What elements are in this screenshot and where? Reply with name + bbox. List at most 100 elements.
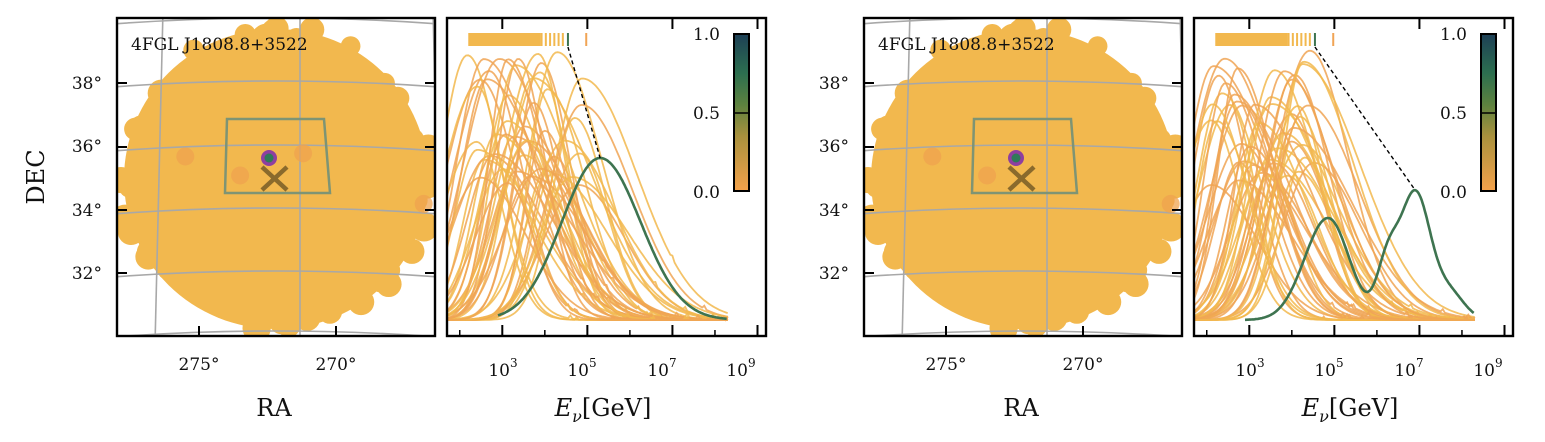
candidate-curve <box>1194 103 1475 321</box>
x-axis-ticks <box>198 326 337 336</box>
energy-panel-2: 103 105 107 109 Eν[GeV] 1.0 0.5 0.0 <box>1192 16 1515 426</box>
y-tick-label-32: 32° <box>72 264 102 284</box>
x-axis-label: RA <box>256 394 292 422</box>
rug-tick <box>1287 33 1290 46</box>
x-axis-ticks <box>1206 18 1506 336</box>
candidate-curve <box>447 170 728 321</box>
cloud-point <box>951 45 972 67</box>
rug-strip <box>468 33 588 46</box>
candidate-curve <box>447 77 729 321</box>
rug-tick <box>553 33 556 46</box>
dec-gridline <box>864 144 1182 152</box>
dec-gridline <box>117 144 435 152</box>
candidate-curve <box>447 64 728 321</box>
cloud-point <box>117 218 145 246</box>
best-match-curve <box>497 156 727 321</box>
cloud-point <box>1087 36 1108 56</box>
x-tick-label-1e5: 105 <box>1314 356 1343 381</box>
cloud-point <box>174 269 204 298</box>
rug-tick <box>1291 33 1294 46</box>
cloud-point <box>242 313 271 336</box>
dec-gridline <box>864 207 1182 215</box>
ra-gridline <box>748 10 764 345</box>
x-tick-label-270: 270° <box>316 355 357 375</box>
best-match-connector <box>567 46 601 159</box>
bright-sources <box>176 144 433 213</box>
cloud-point <box>117 167 135 194</box>
rug-tick <box>549 33 552 46</box>
cloud-point <box>1131 236 1152 257</box>
x-axis-label: Eν[GeV] <box>1301 394 1399 426</box>
cloud-point <box>317 299 343 324</box>
cloud-point <box>903 254 930 281</box>
cloud-point <box>1162 160 1182 181</box>
rug-tick <box>585 33 588 46</box>
candidate-curve <box>1194 60 1475 321</box>
dec-gridline <box>117 270 435 278</box>
cloud-point <box>1104 273 1123 292</box>
cloud-point <box>401 242 423 264</box>
rug-tick <box>1300 33 1303 46</box>
x-tick-label-270: 270° <box>1063 355 1104 375</box>
cloud-point <box>234 23 256 46</box>
candidate-curves <box>1194 49 1476 321</box>
cloud-point <box>871 117 894 141</box>
cloud-point <box>1148 242 1170 264</box>
x-tick-label-1e9: 109 <box>1473 356 1502 381</box>
cloud-point <box>1155 133 1174 152</box>
best-match-center <box>1011 153 1021 163</box>
cloud-point <box>1064 299 1090 324</box>
sky-map-panel-1: 4FGL J1808.8+3522 38° 36° 34° 32° 275° 2… <box>22 16 437 422</box>
x-tick-labels: 103 105 107 109 <box>1235 356 1502 381</box>
x-tick-label-1e7: 107 <box>647 356 676 381</box>
x-tick-label-1e7: 107 <box>1394 356 1423 381</box>
rug-best-tick <box>566 33 569 46</box>
y-axis-label: DEC <box>22 149 50 204</box>
ra-gridline <box>154 18 164 336</box>
rug-band <box>468 33 541 46</box>
candidate-curve <box>1194 104 1475 321</box>
dec-gridline <box>117 80 435 88</box>
bright-source-point <box>231 166 250 185</box>
cloud-point <box>1146 212 1171 237</box>
candidate-curve <box>1194 103 1475 321</box>
candidate-curve <box>1194 145 1475 321</box>
cloud-point <box>264 18 289 41</box>
roi-box <box>970 117 1079 195</box>
cloud-point <box>124 117 147 141</box>
rug-tick <box>1308 33 1311 46</box>
rug-tick <box>544 33 547 46</box>
rug-band <box>1215 33 1288 46</box>
plot-frame <box>1192 16 1515 338</box>
colorbar-tick-label-0: 0.0 <box>693 183 720 203</box>
y-axis-ticks <box>117 82 435 274</box>
source-label: 4FGL J1808.8+3522 <box>878 35 1055 55</box>
x-tick-label-275: 275° <box>179 355 220 375</box>
cloud-point <box>981 23 1003 46</box>
plot-frame <box>445 16 768 338</box>
cloud-point <box>921 269 951 298</box>
bright-source-point <box>176 147 195 166</box>
rug-tick <box>1304 33 1307 46</box>
bright-source-point <box>294 144 313 163</box>
candidate-curve <box>1194 126 1475 321</box>
plot-frame <box>115 16 437 338</box>
cloud-point <box>399 212 424 237</box>
y-axis-ticks <box>864 82 1182 274</box>
colorbar-tick-label-1: 1.0 <box>1440 25 1467 45</box>
candidate-curves <box>447 51 729 322</box>
roi-box <box>223 117 332 195</box>
source-position-cross <box>1007 165 1036 192</box>
cloud-point <box>375 271 402 298</box>
x-axis-label: Eν[GeV] <box>554 394 652 426</box>
cloud-point <box>933 56 955 78</box>
cloud-point <box>875 177 899 201</box>
x-tick-label-1e3: 103 <box>488 356 517 381</box>
x-tick-label-1e5: 105 <box>567 356 596 381</box>
dec-gridline <box>864 80 1182 88</box>
dec-gridline <box>864 270 1182 278</box>
x-tick-label-1e3: 103 <box>1235 356 1264 381</box>
bright-source-point <box>978 166 997 185</box>
cloud-point <box>864 218 892 246</box>
cloud-point <box>1122 271 1149 298</box>
